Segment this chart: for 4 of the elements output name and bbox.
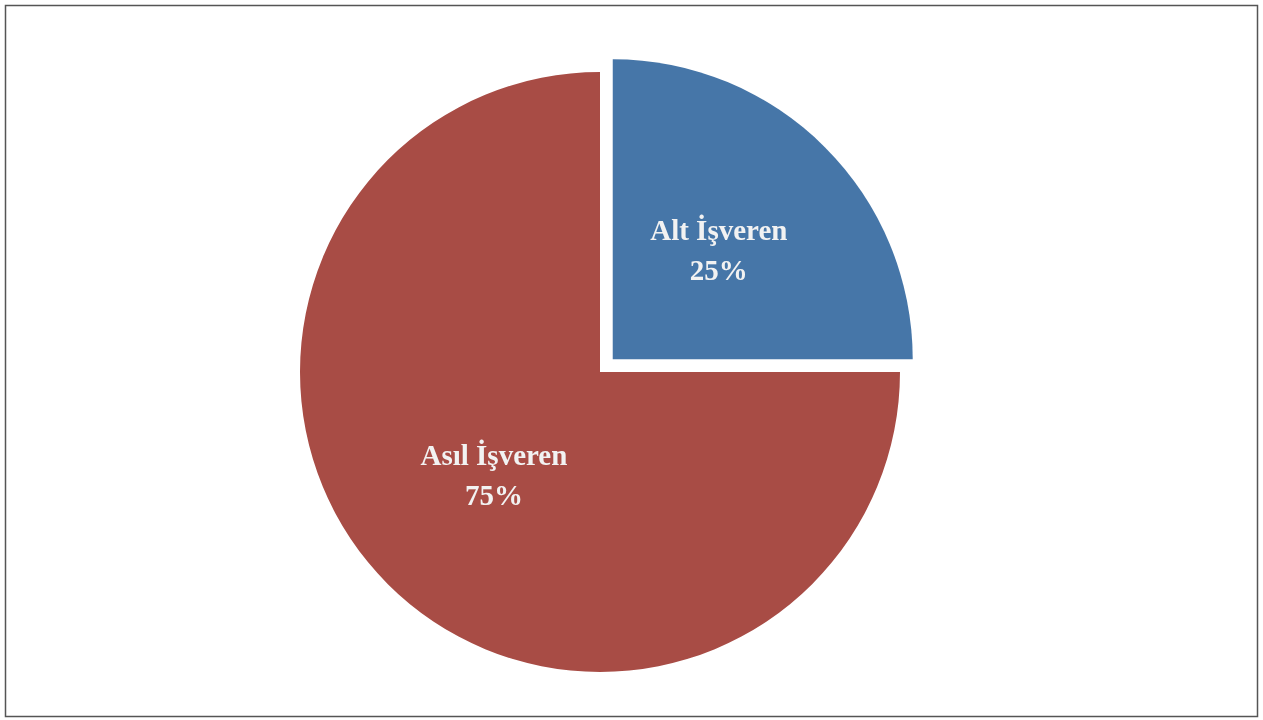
slice-label: Asıl İşveren	[420, 438, 568, 471]
slice-label: Alt İşveren	[650, 213, 788, 246]
data-label: 75%	[464, 478, 523, 511]
data-label: 25%	[689, 253, 748, 286]
